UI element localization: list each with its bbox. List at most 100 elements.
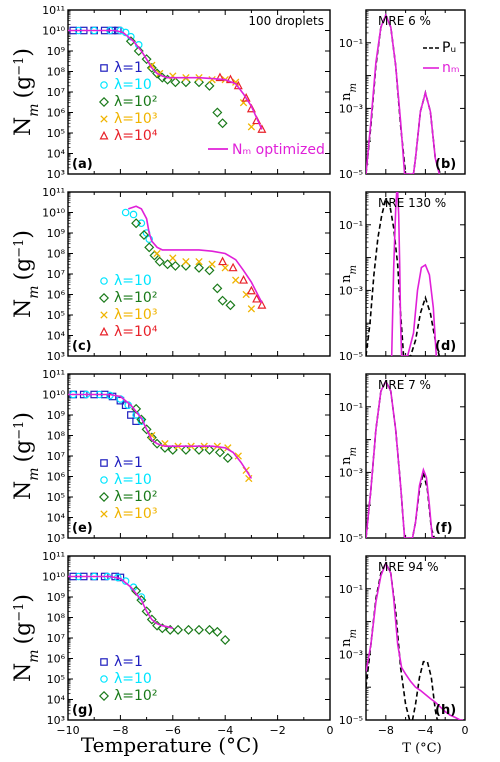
left-y-axis-label: Nm(g−1): [11, 412, 42, 500]
data-point-lam100: [212, 626, 223, 637]
y-tick-label: 10⁸: [47, 612, 66, 625]
data-point-lam100: [217, 118, 228, 129]
y-tick-label: 10⁶: [47, 289, 66, 302]
data-point-lam100: [154, 256, 165, 267]
data-point-lam100: [170, 77, 181, 88]
y-tick-label: 10¹⁰: [42, 389, 65, 402]
legend-marker-lam10: [100, 81, 108, 89]
panel-note: MRE 130 %: [378, 196, 446, 210]
panel-e: 10³10⁴10⁵10⁶10⁷10⁸10⁹10¹⁰10¹¹(e)λ=1λ=10λ…: [11, 368, 331, 545]
data-point-lam100: [136, 414, 147, 425]
panel-note: MRE 6 %: [378, 14, 431, 28]
legend-marker-lam100: [98, 690, 110, 702]
data-point-lam10: [129, 210, 138, 219]
panel-note: MRE 94 %: [378, 560, 439, 574]
panel-label: (b): [435, 157, 456, 172]
legend-label-lam10: λ=10: [114, 472, 152, 488]
y-tick-label: 10⁵: [47, 673, 65, 686]
data-point-lam100: [204, 265, 215, 276]
legend-label-lam1000: λ=10³: [114, 506, 157, 522]
legend-label-lam10: λ=10: [114, 671, 152, 687]
y-tick-label: 10⁻⁵: [339, 532, 363, 545]
data-point-lam1000: [247, 123, 256, 131]
panel-label: (a): [72, 157, 93, 172]
data-point-lam100: [125, 36, 136, 47]
data-point-lam1000: [221, 264, 229, 272]
panel-b: 10⁻⁵ 10⁻³ 10⁻¹ (b) MRE 6 % Pᵤ nₘ nm: [339, 9, 466, 181]
legend-marker-lam1000: [100, 311, 108, 319]
data-point-lam100: [152, 68, 163, 79]
data-point-lam100: [173, 624, 184, 635]
x-tick-label: −2: [269, 724, 285, 737]
data-point-lam10000: [215, 72, 225, 82]
data-point-lam100: [144, 242, 155, 253]
series-line-optimized: [68, 393, 253, 479]
series-line-optimized: [366, 12, 441, 174]
y-tick-label: 10¹⁰: [42, 571, 65, 584]
legend-label-lam100: λ=10²: [114, 688, 157, 704]
data-point-lam100: [180, 77, 191, 88]
series-group: [68, 390, 253, 483]
data-point-lam100: [193, 77, 205, 88]
data-point-lam1000: [232, 78, 240, 86]
series-group: [68, 572, 231, 645]
data-point-lam100: [193, 624, 205, 635]
y-tick-label: 10⁹: [47, 45, 65, 58]
data-point-lam1000: [247, 305, 256, 313]
y-tick-label: 10⁻³: [339, 284, 363, 297]
series-line-optimized: [366, 379, 436, 538]
plot-frame: [67, 191, 331, 357]
panel-a: 10³ 10⁴ 10⁵ 10⁶ 10⁷ 10⁸ 10⁹ 10¹⁰ 10¹¹ (a) 100 drop…: [11, 4, 331, 181]
series-line-optimized: [390, 192, 438, 356]
panel-note: 100 droplets: [248, 14, 324, 28]
y-tick-label: 10⁴: [47, 148, 66, 161]
data-point-lam1000: [153, 249, 161, 258]
series-group: [366, 192, 441, 356]
left-y-axis-label: Nm(g−1): [11, 48, 42, 136]
data-point-lam1: [121, 401, 130, 410]
legend-label-lam10: λ=10: [114, 77, 152, 93]
panel-g: 10³ 10⁴ 10⁵ 10⁶ 10⁷ 10⁸ 10⁹ 10¹⁰ 10¹¹ −10 −8 −6 −4 −2…: [11, 550, 334, 737]
legend-marker-lam1: [100, 64, 108, 72]
y-tick-label: 10⁻⁵: [339, 350, 363, 363]
legend-marker-lam10000: [99, 130, 109, 140]
legend-marker-lam1: [100, 658, 108, 666]
data-point-lam1000: [208, 260, 216, 268]
right-y-axis-label: nm: [339, 83, 359, 101]
y-tick-label: 10⁹: [47, 227, 65, 240]
y-tick-label: 10⁹: [47, 591, 65, 604]
y-tick-label: 10³: [47, 168, 65, 181]
x-tick-label: 0: [327, 724, 334, 737]
legend-marker-lam1: [100, 459, 108, 467]
series-line-pu: [366, 197, 441, 356]
data-point-lam100: [170, 260, 181, 271]
legend-label-lam10: λ=10: [114, 273, 152, 289]
data-point-lam100: [220, 634, 231, 645]
y-tick-label: 10¹⁰: [42, 25, 65, 38]
legend-label-lam10000: λ=10⁴: [114, 128, 158, 144]
y-tick-label: 10⁸: [47, 430, 66, 443]
y-tick-label: 10⁶: [47, 471, 66, 484]
data-point-lam100: [165, 624, 176, 635]
data-point-lam100: [225, 300, 236, 311]
y-tick-label: 10⁵: [47, 127, 65, 140]
series-group: [366, 379, 437, 538]
y-tick-label: 10³: [47, 532, 65, 545]
plot-frame: [365, 191, 466, 357]
series-line-optimized: [68, 575, 174, 629]
data-point-lam100: [183, 624, 194, 635]
y-tick-label: 10⁴: [47, 694, 66, 707]
plot-frame: [365, 9, 466, 175]
data-point-lam100: [204, 624, 215, 635]
series-line-optimized: [366, 561, 463, 720]
legend-label-nm: nₘ: [442, 60, 460, 76]
legend-label-lam100: λ=10²: [114, 290, 157, 306]
x-tick-label: −8: [112, 724, 128, 737]
data-point-lam100: [141, 54, 152, 65]
left-y-axis-label: Nm(g−1): [11, 594, 42, 682]
legend-marker-lam10: [100, 277, 108, 285]
series-line-optimized: [68, 29, 263, 130]
data-point-lam1000: [208, 75, 216, 84]
y-tick-label: 10⁷: [47, 268, 65, 281]
legend-label-lam1000: λ=10³: [114, 111, 157, 127]
